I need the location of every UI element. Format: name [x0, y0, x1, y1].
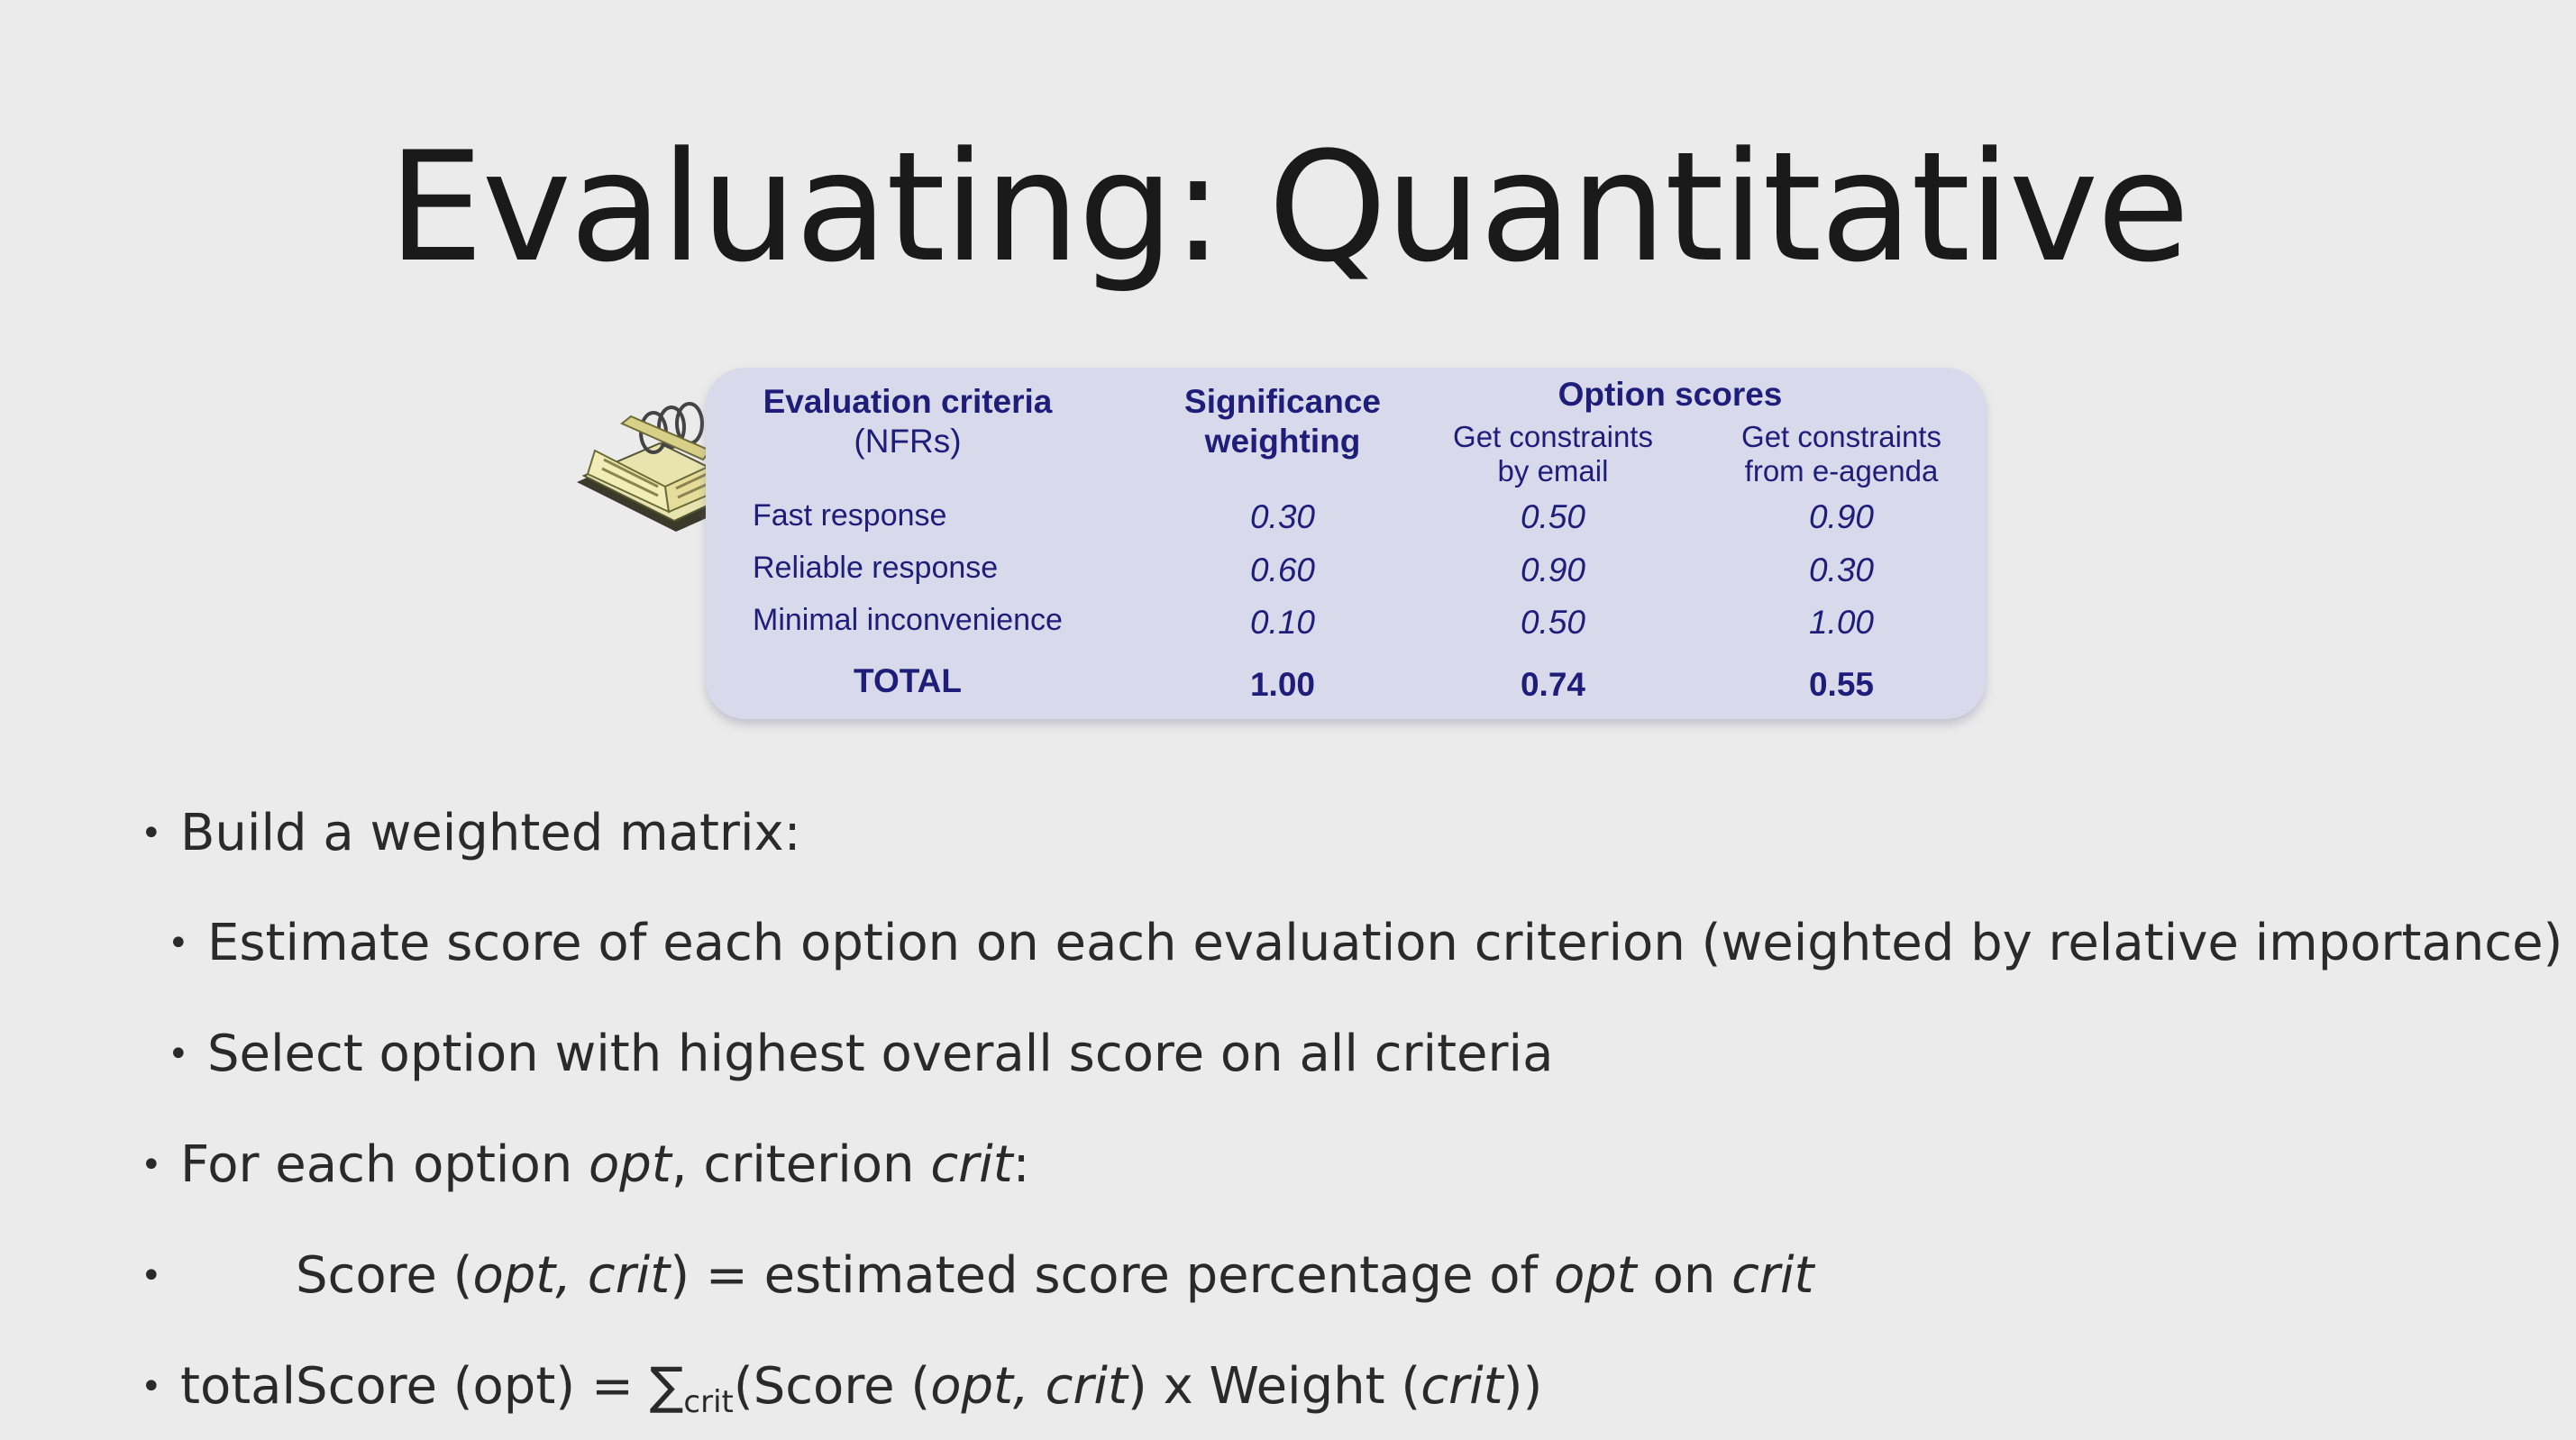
weight-header-sub: weighting [1204, 423, 1361, 460]
weight-header: Significance [1184, 383, 1381, 420]
bullet-marker: • [141, 1144, 162, 1186]
weight-value: 0.30 [1249, 498, 1315, 535]
weighted-matrix-table: Evaluation criteria (NFRs) Significance … [706, 368, 1986, 719]
bullet-for-each-option: For each option opt, criterion crit: [180, 1135, 1030, 1194]
score-value: 0.30 [1808, 551, 1874, 588]
criteria-header: Evaluation criteria [763, 383, 1053, 420]
bullet-marker: • [141, 813, 162, 854]
criteria-header-sub: (NFRs) [854, 423, 962, 460]
criterion-reliable-response: Reliable response [753, 551, 999, 585]
bullet-marker: • [141, 1255, 162, 1297]
bullet-estimate-score: Estimate score of each option on each ev… [207, 914, 2563, 972]
score-value: 0.90 [1520, 551, 1585, 588]
option-a-header: Get constraints [1453, 420, 1653, 453]
total-weight: 1.00 [1249, 666, 1315, 703]
bullet-score-definition: Score (opt, crit) = estimated score perc… [296, 1246, 1814, 1305]
total-score-a: 0.74 [1520, 666, 1585, 703]
option-a-header-sub: by email [1497, 454, 1609, 488]
bullet-total-score-formula: totalScore (opt) = ∑crit(Score (opt, cri… [180, 1357, 1543, 1420]
bullet-build-matrix: Build a weighted matrix: [180, 804, 801, 862]
slide-title: Evaluating: Quantitative [388, 119, 2189, 296]
score-value: 0.90 [1808, 498, 1874, 535]
option-b-header: Get constraints [1741, 420, 1941, 453]
score-value: 1.00 [1808, 604, 1874, 641]
weight-value: 0.60 [1249, 551, 1315, 588]
score-value: 0.50 [1520, 604, 1585, 641]
criterion-minimal-inconvenience: Minimal inconvenience [753, 603, 1063, 637]
bullet-marker: • [168, 1034, 189, 1075]
weight-value: 0.10 [1249, 604, 1315, 641]
option-scores-header: Option scores [1557, 376, 1783, 413]
criterion-fast-response: Fast response [753, 498, 947, 533]
score-value: 0.50 [1520, 498, 1585, 535]
bullet-select-option: Select option with highest overall score… [207, 1025, 1554, 1083]
total-score-b: 0.55 [1808, 666, 1874, 703]
option-b-header-sub: from e-agenda [1744, 454, 1939, 488]
bullet-marker: • [141, 1366, 162, 1408]
total-label: TOTAL [854, 662, 962, 699]
bullet-marker: • [168, 923, 189, 964]
